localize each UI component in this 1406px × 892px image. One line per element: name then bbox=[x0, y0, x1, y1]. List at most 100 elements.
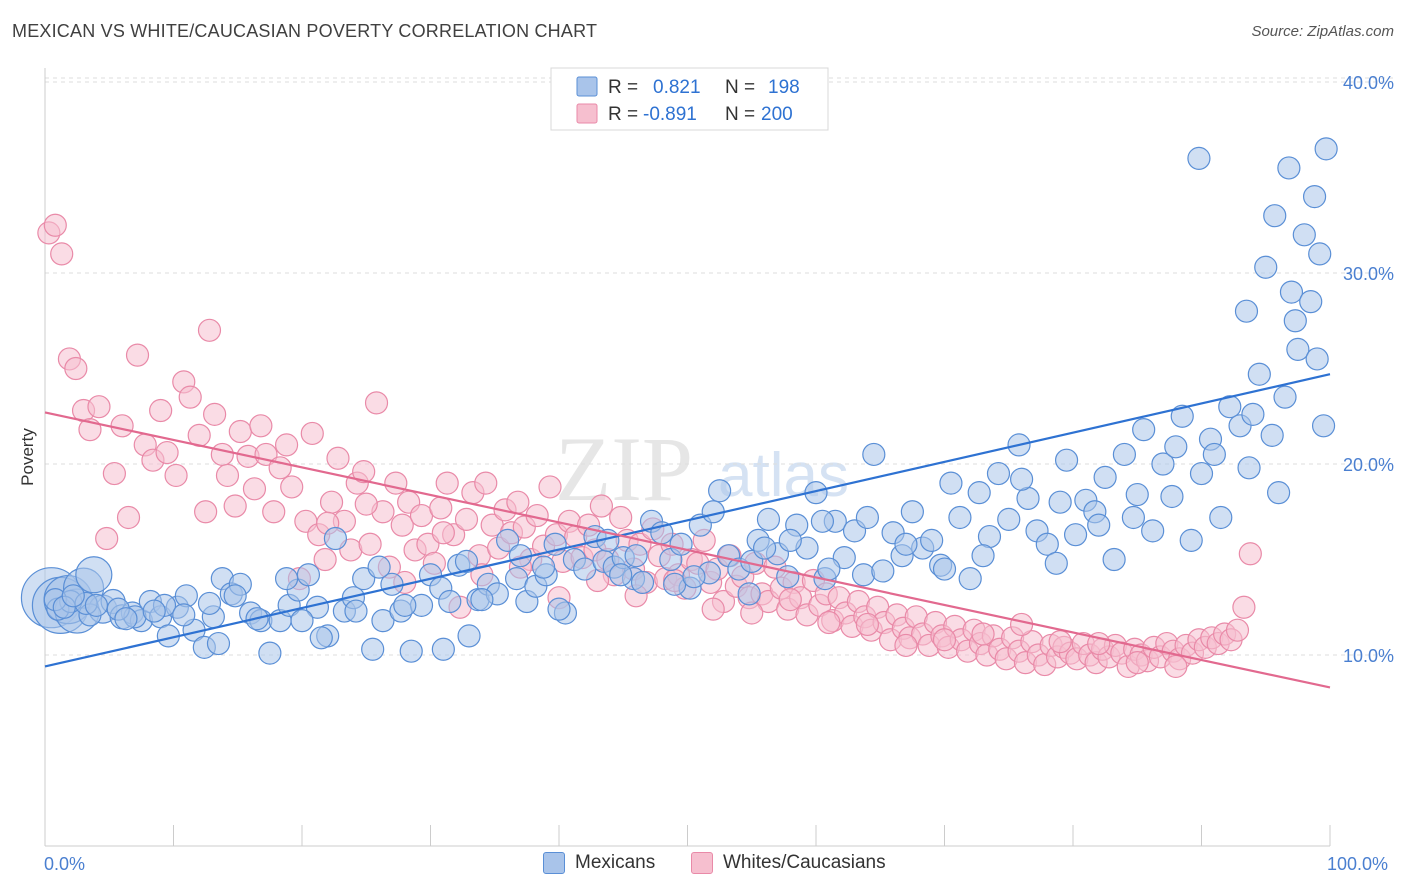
trendlines bbox=[44, 373, 1331, 689]
mexicans-point bbox=[1266, 481, 1291, 505]
whites-caucasians-point bbox=[352, 460, 376, 484]
mexicans-point bbox=[1237, 456, 1261, 480]
mexicans-point bbox=[1170, 404, 1194, 428]
whites-caucasians-point bbox=[384, 471, 408, 495]
whites-caucasians-point bbox=[390, 513, 414, 537]
x-axis-ticks bbox=[44, 825, 1331, 846]
bottom-legend: Mexicans Whites/Caucasians bbox=[0, 850, 1406, 880]
mexicans-point bbox=[1218, 395, 1242, 419]
whites-caucasians-point bbox=[364, 391, 389, 415]
watermark-atlas: atlas bbox=[718, 441, 849, 510]
whites-caucasians-point bbox=[740, 601, 764, 625]
mexicans-point bbox=[114, 607, 138, 631]
whites-caucasians-point bbox=[506, 490, 530, 514]
whites-caucasians-point bbox=[778, 588, 802, 612]
mexicans-point bbox=[609, 563, 633, 587]
mexicans-point bbox=[624, 544, 648, 568]
mexicans-point bbox=[1279, 280, 1304, 304]
whites-caucasians-point bbox=[223, 494, 247, 518]
mexicans-point bbox=[971, 544, 995, 568]
whites-caucasians-point bbox=[313, 547, 337, 572]
mexicans-point bbox=[682, 565, 706, 589]
y-tick-label: 10.0% bbox=[1343, 646, 1394, 666]
whites-caucasians-point bbox=[932, 628, 957, 652]
mexicans-point bbox=[967, 481, 991, 505]
mexicans-point bbox=[172, 603, 196, 627]
mexicans-point bbox=[1102, 547, 1126, 572]
mexicans-point bbox=[1292, 223, 1316, 247]
whites-caucasians-point bbox=[354, 492, 378, 516]
mexicans-point bbox=[1121, 505, 1145, 530]
mexicans-point bbox=[871, 559, 895, 583]
mexicans-point bbox=[1311, 414, 1336, 438]
y-tick-label: 40.0% bbox=[1343, 73, 1394, 93]
mexicans-point bbox=[708, 479, 732, 503]
mexicans-swatch bbox=[543, 852, 565, 874]
mexicans-point bbox=[1189, 461, 1214, 486]
mexicans-point bbox=[75, 556, 113, 594]
mexicans-points bbox=[20, 137, 1338, 665]
mexicans-point bbox=[454, 549, 479, 574]
whites-caucasians-point bbox=[116, 505, 141, 530]
mexicans-point bbox=[197, 591, 222, 616]
mexicans-point bbox=[1093, 465, 1117, 489]
whites-caucasians-point bbox=[1232, 595, 1256, 619]
whites-caucasians-point bbox=[242, 477, 267, 501]
mexicans-point bbox=[851, 563, 876, 587]
x-tick-label-min: 0.0% bbox=[44, 854, 85, 874]
whites-caucasians-point bbox=[894, 633, 918, 658]
whites-caucasians-point bbox=[326, 446, 350, 470]
mexicans-point bbox=[756, 507, 781, 531]
mexicans-point bbox=[810, 509, 835, 533]
mexicans-point bbox=[862, 442, 886, 467]
whites-caucasians-point bbox=[102, 461, 126, 486]
legend-r-label-2: R = bbox=[608, 104, 638, 125]
mexicans-point bbox=[1035, 532, 1059, 556]
whites-caucasians-point bbox=[1225, 618, 1250, 642]
whites-caucasians-point bbox=[855, 612, 880, 637]
whites-caucasians-point bbox=[358, 532, 382, 556]
whites-caucasians-point bbox=[1238, 542, 1262, 566]
whites-swatch bbox=[691, 852, 713, 874]
mexicans-point bbox=[309, 626, 333, 650]
watermark: ZIP atlas bbox=[555, 418, 849, 520]
mexicans-point bbox=[457, 624, 481, 648]
mexicans-point bbox=[1132, 418, 1156, 442]
mexicans-point bbox=[470, 588, 494, 612]
mexicans-point bbox=[399, 639, 423, 663]
mexicans-point bbox=[393, 593, 417, 617]
mexicans-point bbox=[1179, 528, 1203, 553]
mexicans-point bbox=[1044, 551, 1068, 575]
mexicans-point bbox=[1009, 467, 1034, 491]
mexicans-point bbox=[531, 555, 556, 579]
mexicans-point bbox=[1125, 482, 1149, 507]
mexicans-trendline bbox=[44, 373, 1331, 668]
whites-caucasians-point bbox=[1125, 651, 1149, 675]
bottom-legend-whites: Whites/Caucasians bbox=[691, 852, 886, 874]
mexicans-point bbox=[1273, 385, 1297, 409]
whites-caucasians-point bbox=[155, 440, 179, 465]
mexicans-point bbox=[1314, 137, 1338, 161]
x-tick-label-max: 100.0% bbox=[1327, 854, 1388, 874]
mexicans-point bbox=[894, 532, 918, 556]
legend-n-value-2: 200 bbox=[761, 104, 793, 125]
mexicans-point bbox=[1308, 242, 1332, 266]
legend-swatch-mexicans bbox=[576, 76, 598, 97]
mexicans-point bbox=[296, 563, 321, 587]
mexicans-point bbox=[223, 584, 247, 608]
whites-caucasians-point bbox=[431, 521, 455, 545]
mexicans-point bbox=[669, 532, 693, 556]
whites-caucasians-point bbox=[50, 242, 74, 266]
mexicans-point bbox=[1087, 513, 1111, 537]
mexicans-point bbox=[1151, 452, 1175, 476]
watermark-zip: ZIP bbox=[555, 418, 693, 520]
mexicans-point bbox=[958, 566, 982, 591]
whites-caucasians-trendline bbox=[44, 411, 1331, 689]
mexicans-point bbox=[1202, 442, 1226, 467]
bottom-legend-label-mexicans: Mexicans bbox=[575, 852, 656, 873]
legend-r-value-1: 0.821 bbox=[653, 77, 701, 98]
whites-caucasians-point bbox=[164, 463, 188, 488]
mexicans-point bbox=[997, 507, 1021, 531]
whites-caucasians-point bbox=[110, 414, 134, 438]
whites-caucasians-point bbox=[197, 318, 222, 342]
